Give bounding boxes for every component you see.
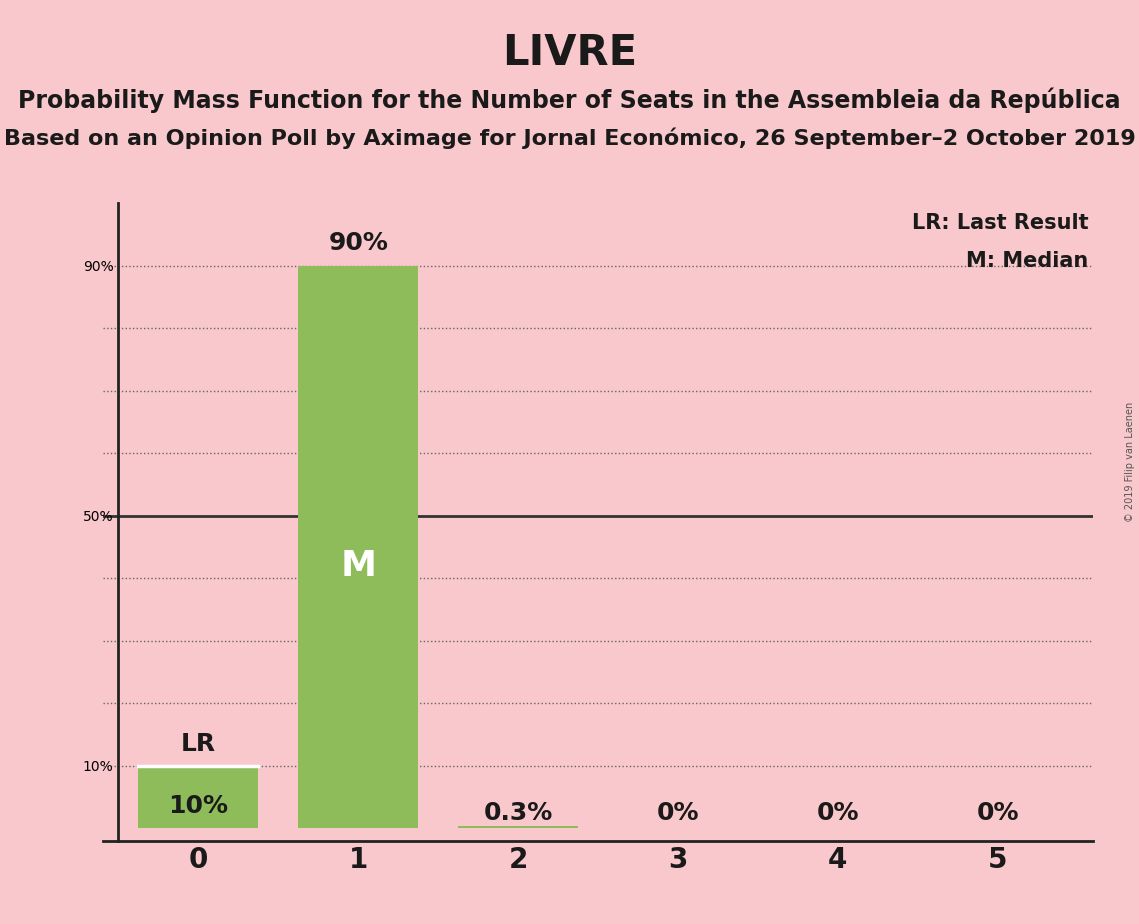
Text: 90%: 90%: [328, 230, 388, 254]
Bar: [139, 766, 259, 828]
Text: Probability Mass Function for the Number of Seats in the Assembleia da República: Probability Mass Function for the Number…: [18, 88, 1121, 114]
Text: LR: Last Result: LR: Last Result: [912, 213, 1089, 233]
Text: 0%: 0%: [817, 801, 859, 825]
Bar: [458, 826, 577, 828]
Bar: [298, 266, 418, 828]
Text: 0%: 0%: [976, 801, 1018, 825]
Text: © 2019 Filip van Laenen: © 2019 Filip van Laenen: [1125, 402, 1134, 522]
Text: 10%: 10%: [169, 794, 229, 818]
Text: 0%: 0%: [657, 801, 699, 825]
Text: M: Median: M: Median: [966, 251, 1089, 271]
Text: LIVRE: LIVRE: [502, 32, 637, 74]
Text: Based on an Opinion Poll by Aximage for Jornal Económico, 26 September–2 October: Based on an Opinion Poll by Aximage for …: [3, 128, 1136, 149]
Text: LR: LR: [181, 733, 216, 757]
Text: 0.3%: 0.3%: [483, 801, 552, 825]
Text: M: M: [341, 549, 376, 583]
